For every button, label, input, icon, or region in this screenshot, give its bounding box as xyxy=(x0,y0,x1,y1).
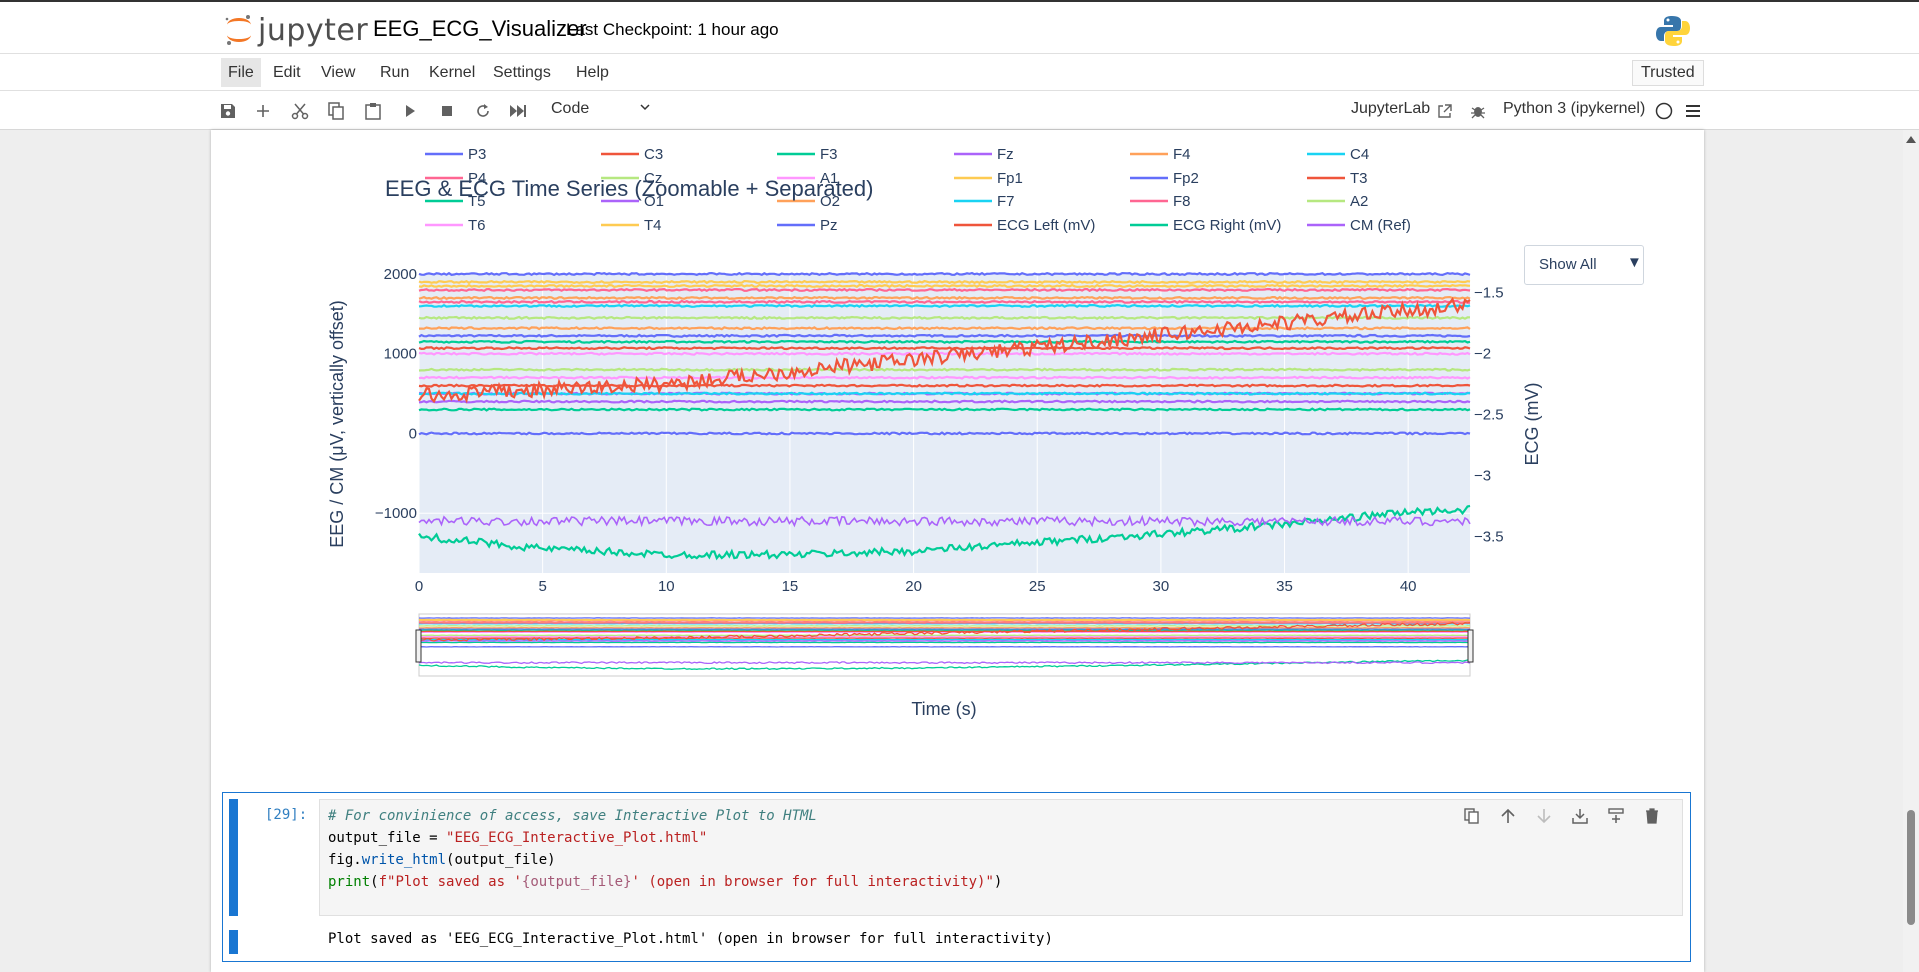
kernel-name[interactable]: Python 3 (ipykernel) xyxy=(1503,100,1646,117)
show-all-label: Show All xyxy=(1539,256,1597,273)
code-token: output_file = xyxy=(328,830,447,846)
restart-button[interactable] xyxy=(472,100,494,122)
code-token: (output_file) xyxy=(446,852,556,868)
jupyter-logo-icon xyxy=(225,15,251,45)
refresh-icon xyxy=(477,104,489,117)
plus-icon xyxy=(257,105,269,117)
copy-button[interactable] xyxy=(325,100,347,122)
kernel-status-idle-icon xyxy=(1653,100,1675,122)
code-token: ' (open in browser for full interactivit… xyxy=(631,874,994,890)
checkpoint-status: Last Checkpoint: 1 hour ago xyxy=(566,20,779,39)
run-button[interactable] xyxy=(399,100,421,122)
code-line-4: print(f"Plot saved as '{output_file}' (o… xyxy=(328,874,1002,890)
move-up-icon[interactable] xyxy=(1499,807,1519,827)
chevron-down-icon[interactable] xyxy=(638,99,652,118)
code-token: write_html xyxy=(361,852,447,868)
delete-cell-icon[interactable] xyxy=(1643,807,1663,827)
code-token: print xyxy=(328,874,371,890)
menu-file[interactable]: File xyxy=(221,58,261,87)
scissors-icon xyxy=(291,103,309,120)
logo-text: jupyter xyxy=(258,12,369,48)
insert-cell-button[interactable] xyxy=(252,100,274,122)
insert-above-icon[interactable] xyxy=(1571,807,1591,827)
cell-output: Plot saved as 'EEG_ECG_Interactive_Plot.… xyxy=(328,931,1053,947)
notebook-toolbar: Code JupyterLab Python 3 (ipykernel) xyxy=(0,91,1919,130)
debugger-icon[interactable] xyxy=(1467,100,1489,122)
output-collapser[interactable] xyxy=(229,930,238,954)
duplicate-cell-icon[interactable] xyxy=(1463,807,1483,827)
copy-icon xyxy=(328,102,344,120)
menu-bar: File Edit View Run Kernel Settings Help … xyxy=(0,54,1919,91)
menu-view[interactable]: View xyxy=(321,64,356,81)
restart-run-all-button[interactable] xyxy=(507,100,529,122)
paste-button[interactable] xyxy=(362,100,384,122)
python-logo-icon xyxy=(1655,14,1691,53)
move-down-icon[interactable] xyxy=(1535,807,1555,827)
code-token: {output_file} xyxy=(521,874,632,890)
input-collapser[interactable] xyxy=(229,799,238,916)
page-scrollbar[interactable] xyxy=(1903,130,1919,972)
jupyterlab-link[interactable]: JupyterLab xyxy=(1351,100,1431,117)
code-line-2: output_file = "EEG_ECG_Interactive_Plot.… xyxy=(328,830,707,846)
code-editor[interactable]: # For convinience of access, save Intera… xyxy=(319,799,1683,916)
jupyter-logo[interactable]: jupyter xyxy=(224,10,368,50)
code-line-1: # For convinience of access, save Intera… xyxy=(328,808,817,824)
code-cell[interactable]: [29]: # For convinience of access, save … xyxy=(222,792,1691,962)
code-token: fig. xyxy=(328,852,362,868)
trusted-badge[interactable]: Trusted xyxy=(1632,60,1704,86)
interrupt-button[interactable] xyxy=(436,100,458,122)
code-token: f"Plot saved as ' xyxy=(378,874,522,890)
save-icon xyxy=(221,104,235,118)
external-link-icon[interactable] xyxy=(1434,100,1456,122)
code-token: "EEG_ECG_Interactive_Plot.html" xyxy=(446,830,708,846)
show-all-dropdown[interactable]: Show All ▼ xyxy=(1524,245,1644,285)
cut-button[interactable] xyxy=(289,100,311,122)
caret-down-icon: ▼ xyxy=(1627,254,1642,271)
execution-count: [29]: xyxy=(265,807,308,823)
fast-forward-icon xyxy=(510,105,526,117)
scrollbar-thumb[interactable] xyxy=(1907,810,1915,925)
notebook-title[interactable]: EEG_ECG_Visualizer xyxy=(373,16,587,41)
menu-icon[interactable] xyxy=(1682,100,1704,122)
code-token: ) xyxy=(993,874,1003,890)
scroll-up-arrow-icon[interactable] xyxy=(1906,136,1916,143)
cell-type-select[interactable]: Code xyxy=(551,100,590,117)
clipboard-icon xyxy=(365,103,381,120)
menu-run[interactable]: Run xyxy=(380,64,410,81)
play-icon xyxy=(406,105,415,117)
insert-below-icon[interactable] xyxy=(1607,807,1627,827)
save-button[interactable] xyxy=(217,100,239,122)
menu-help[interactable]: Help xyxy=(576,64,609,81)
code-line-3: fig.write_html(output_file) xyxy=(328,852,556,868)
top-bar: jupyter EEG_ECG_Visualizer Last Checkpoi… xyxy=(0,0,1919,54)
code-token: ( xyxy=(370,874,379,890)
stop-icon xyxy=(442,106,452,116)
menu-kernel[interactable]: Kernel xyxy=(429,64,476,81)
menu-edit[interactable]: Edit xyxy=(273,64,301,81)
menu-settings[interactable]: Settings xyxy=(493,64,551,81)
